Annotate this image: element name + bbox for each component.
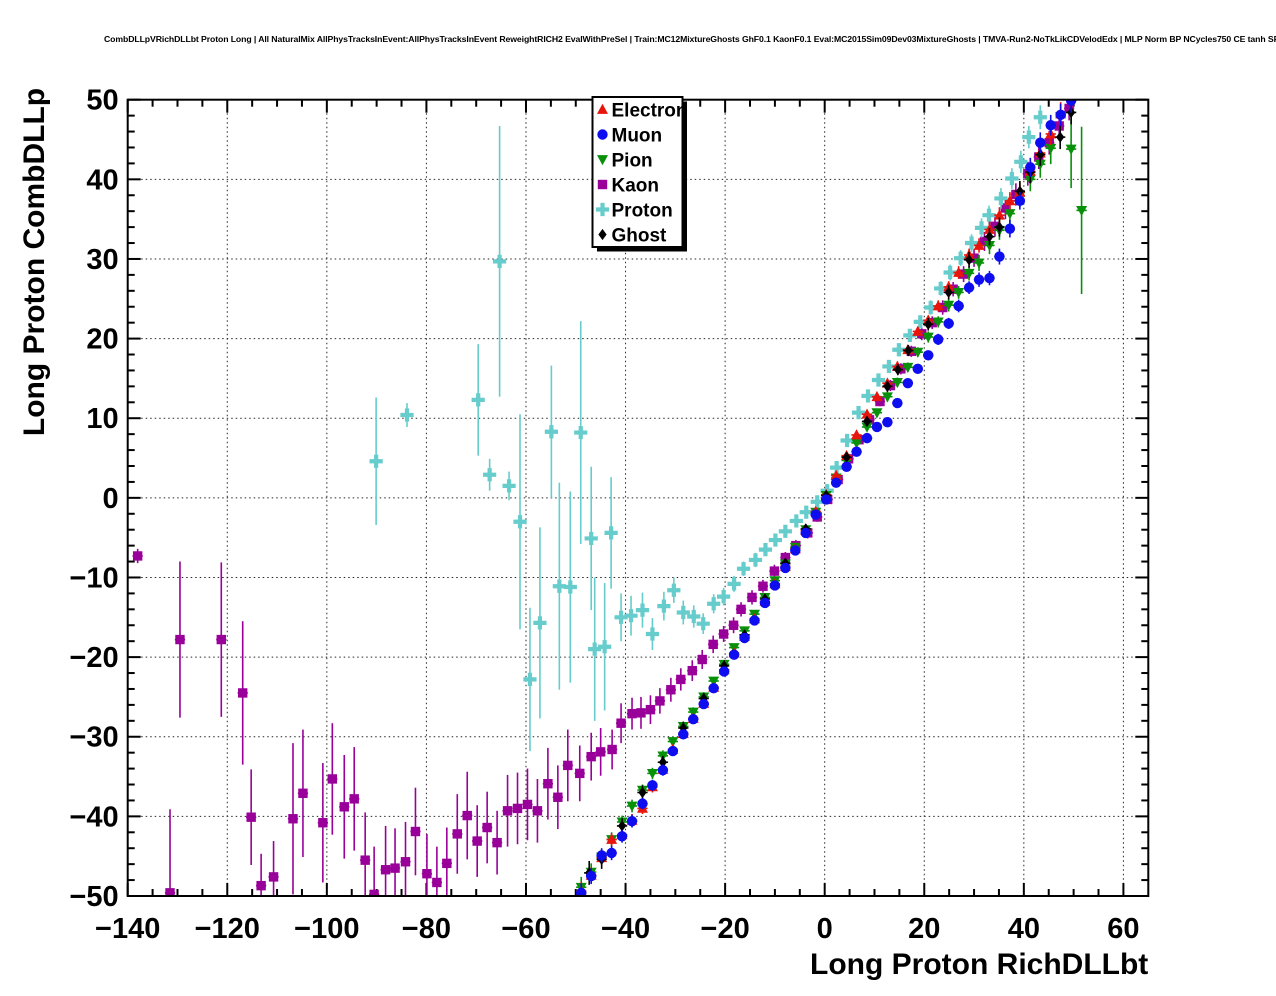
svg-text:20: 20 (86, 324, 118, 356)
svg-text:−100: −100 (294, 913, 359, 945)
legend-label: Muon (612, 126, 663, 147)
svg-text:−10: −10 (69, 562, 118, 594)
y-tick-labels: −50 −40 −30 −20 −10 0 10 20 30 40 50 (69, 85, 118, 913)
legend: Electron Muon Pion Kaon Proton Ghost (591, 96, 688, 252)
svg-text:30: 30 (86, 244, 118, 276)
svg-text:−40: −40 (601, 913, 650, 945)
svg-text:10: 10 (86, 403, 118, 435)
legend-entry-electron: Electron (597, 101, 688, 122)
legend-label: Ghost (612, 226, 668, 247)
legend-entry-proton: Proton (595, 201, 673, 222)
series-proton (369, 105, 1047, 752)
svg-text:−50: −50 (69, 881, 118, 913)
series-muon (576, 99, 1077, 896)
svg-text:−30: −30 (69, 722, 118, 754)
legend-label: Electron (612, 101, 688, 122)
svg-text:−40: −40 (69, 801, 118, 833)
x-axis-title: Long Proton RichDLLbt (810, 948, 1148, 981)
svg-text:−60: −60 (501, 913, 550, 945)
legend-label: Kaon (612, 176, 660, 197)
y-axis-title: Long Proton CombDLLp (18, 88, 51, 436)
plot-title: CombDLLpVRichDLLbt Proton Long | All Nat… (104, 34, 1276, 44)
svg-text:−120: −120 (195, 913, 260, 945)
svg-text:0: 0 (103, 483, 119, 515)
legend-label: Proton (612, 201, 673, 222)
svg-text:40: 40 (1008, 913, 1040, 945)
x-tick-labels: −140 −120 −100 −80 −60 −40 −20 0 20 40 60 (95, 913, 1140, 945)
legend-label: Pion (612, 151, 653, 172)
svg-text:60: 60 (1107, 913, 1139, 945)
legend-entry-kaon: Kaon (597, 176, 660, 197)
axis-ticks (126, 98, 1149, 897)
svg-text:0: 0 (817, 913, 833, 945)
legend-entry-pion: Pion (597, 151, 653, 172)
svg-text:−80: −80 (402, 913, 451, 945)
svg-text:40: 40 (86, 164, 118, 196)
svg-text:−20: −20 (69, 642, 118, 674)
svg-text:20: 20 (908, 913, 940, 945)
legend-entry-muon: Muon (597, 126, 662, 147)
svg-text:−20: −20 (701, 913, 750, 945)
legend-entry-ghost: Ghost (598, 226, 667, 247)
svg-text:−140: −140 (95, 913, 160, 945)
svg-text:50: 50 (86, 85, 118, 117)
